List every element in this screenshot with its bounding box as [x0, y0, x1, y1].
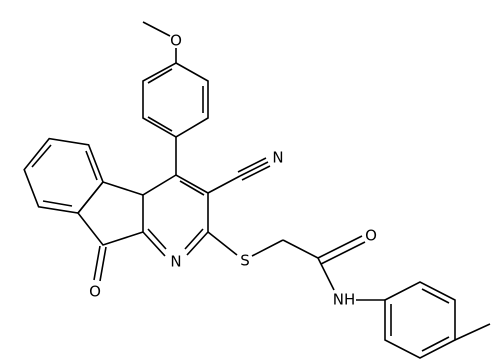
atom-label: S [240, 252, 250, 270]
atom-label: N [170, 253, 181, 271]
atom-label: O [365, 227, 377, 245]
atom-label: O [89, 283, 101, 301]
atom-labels: O N N S O NH O [89, 32, 377, 309]
bonds [23, 21, 491, 359]
atom-label: N [272, 149, 283, 167]
atom-label: O [170, 32, 182, 50]
atom-label: NH [333, 291, 356, 309]
